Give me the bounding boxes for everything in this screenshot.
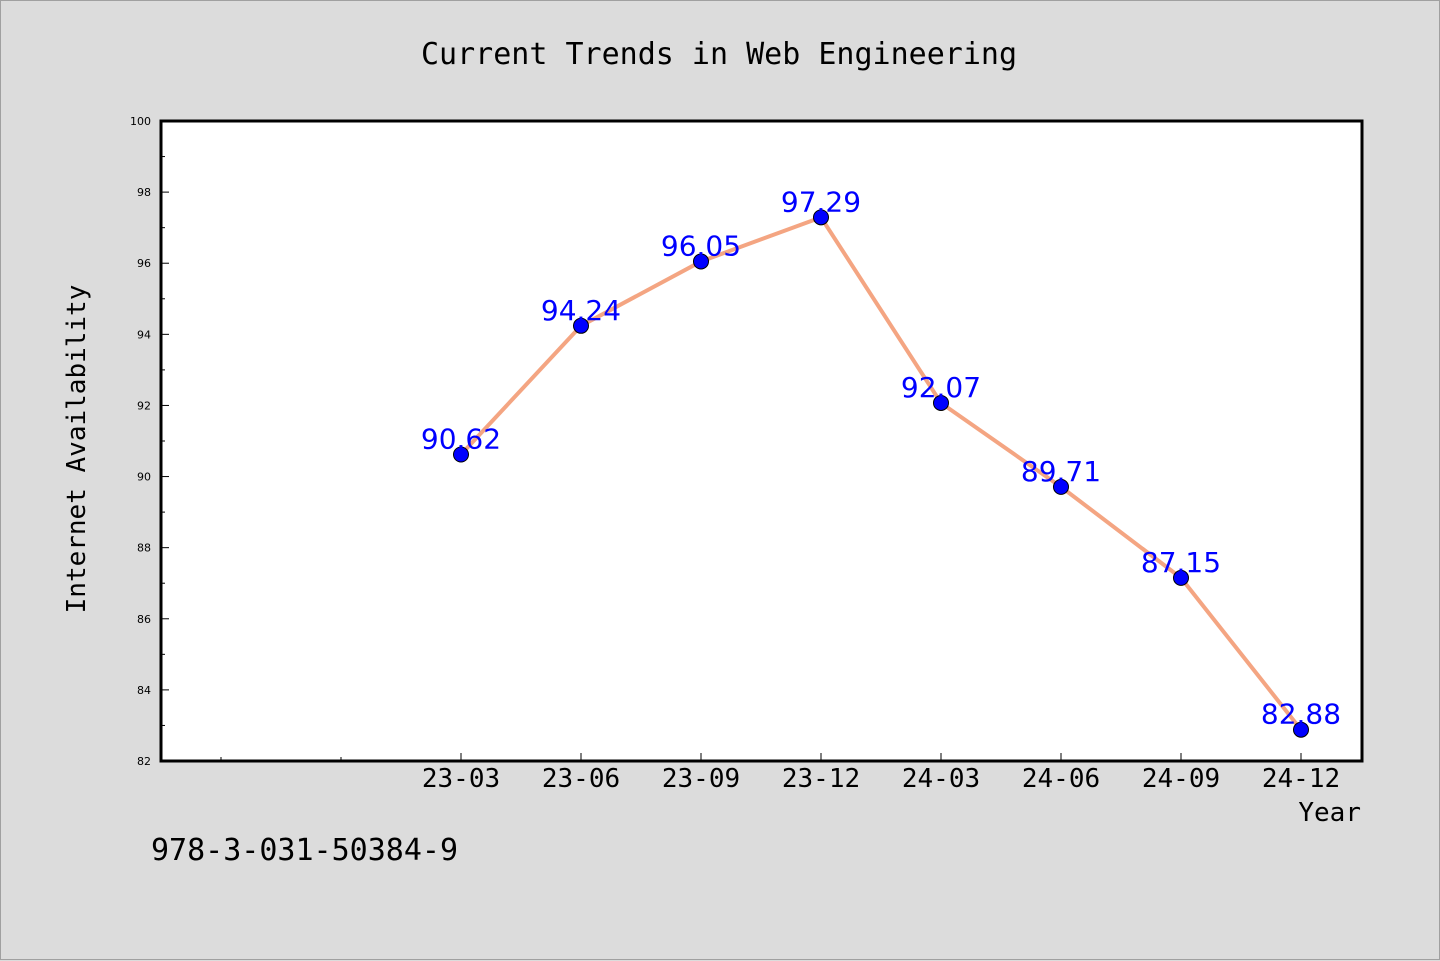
data-point [1293,721,1309,738]
plot-frame [159,119,1364,763]
x-tick-label: 24-09 [1142,764,1220,794]
data-label: 87.15 [1141,546,1221,579]
x-tick-label: 24-12 [1262,764,1340,794]
data-point [1173,569,1189,586]
y-tick-label: 100 [130,115,151,128]
plot-area [161,121,1362,761]
data-point [813,209,829,226]
data-point [453,446,469,463]
x-tick-label: 24-06 [1022,764,1100,794]
x-tick-label: 23-09 [662,764,740,794]
y-tick-label: 96 [137,257,151,270]
data-point [1053,478,1069,495]
data-label: 94.24 [541,294,621,327]
y-axis-label: Internet Availability [62,285,92,614]
data-point [573,317,589,334]
data-label: 89.71 [1021,455,1101,488]
data-label: 82.88 [1261,698,1341,731]
y-tick-label: 84 [137,684,151,697]
chart-title: Current Trends in Web Engineering [421,37,1017,72]
x-tick-label: 23-03 [422,764,500,794]
data-label: 90.62 [421,423,501,456]
x-tick-label: 24-03 [902,764,980,794]
y-tick-label: 98 [137,186,151,199]
data-label: 97.29 [781,185,861,218]
x-axis-label: Year [1298,798,1361,828]
x-tick-label: 23-06 [542,764,620,794]
y-tick-label: 94 [137,328,151,341]
data-label: 92.07 [901,371,981,404]
y-tick-label: 86 [137,613,151,626]
series-line: 90.62 94.24 96.05 97.29 92.07 89.71 87.15 82.88 [421,185,1341,738]
y-tick-label: 82 [137,755,151,768]
series-path [459,215,1303,732]
y-tick-label: 90 [137,471,151,484]
data-label: 96.05 [661,229,741,262]
x-axis: 23-03 23-06 23-09 23-12 24-03 24-06 24-09 24-12 [220,753,1340,794]
x-tick-label: 23-12 [782,764,860,794]
isbn-text: 978-3-031-50384-9 [151,833,459,868]
data-point [693,253,709,270]
y-tick-label: 92 [137,399,151,412]
y-axis: 82 84 86 88 90 92 94 96 98 100 [130,115,169,768]
data-point [933,394,949,411]
y-tick-label: 88 [137,542,151,555]
